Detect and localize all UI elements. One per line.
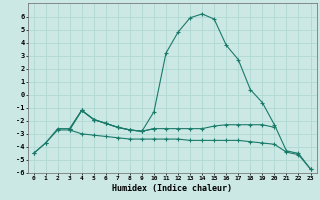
- X-axis label: Humidex (Indice chaleur): Humidex (Indice chaleur): [112, 184, 232, 193]
